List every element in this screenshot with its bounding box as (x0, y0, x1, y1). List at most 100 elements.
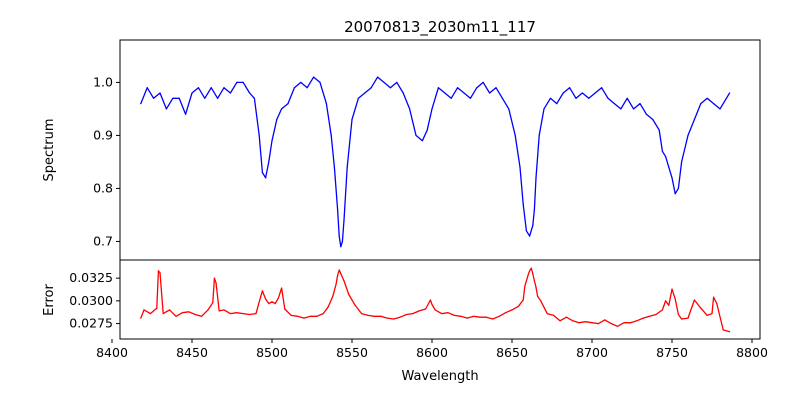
error-data-point (175, 315, 177, 317)
error-data-point (706, 314, 708, 316)
spectrum-data-point (431, 108, 433, 110)
spectrum-data-point (140, 103, 142, 105)
error-data-point (194, 313, 196, 316)
error-data-point (713, 296, 715, 298)
error-data-point (274, 303, 276, 305)
error-data-point (597, 323, 600, 325)
spectrum-y-tick-label: 0.9 (93, 127, 113, 142)
error-data-point (188, 311, 190, 313)
error-data-point (617, 325, 619, 327)
error-data-point (236, 312, 238, 314)
error-data-point (529, 270, 531, 272)
spectrum-data-point (217, 97, 219, 99)
spectrum-data-point (338, 235, 340, 237)
error-data-point (537, 295, 539, 297)
spectrum-data-point (529, 235, 531, 237)
spectrum-data-point (178, 97, 180, 99)
spectrum-data-point (313, 76, 315, 78)
error-data-point (661, 309, 664, 311)
spectrum-data-point (210, 87, 212, 89)
spectrum-data-point (333, 166, 335, 168)
spectrum-data-point (575, 97, 577, 99)
error-y-label: Error (42, 284, 57, 316)
error-data-point (399, 316, 401, 318)
spectrum-data-point (535, 177, 537, 179)
spectrum-data-point (581, 92, 584, 94)
spectrum-data-point (242, 81, 244, 83)
spectrum-data-point (159, 92, 161, 94)
error-data-point (540, 300, 542, 302)
spectrum-data-point (253, 97, 255, 99)
spectrum-data-point (204, 97, 206, 99)
error-data-point (559, 320, 561, 322)
error-data-point (485, 316, 487, 318)
error-data-point (218, 310, 220, 312)
error-data-point (729, 331, 731, 333)
spectrum-data-point (426, 129, 428, 131)
spectrum-data-point (489, 92, 491, 94)
spectrum-data-point (306, 87, 308, 89)
error-data-point (447, 312, 449, 314)
error-data-point (157, 270, 159, 272)
error-data-point (535, 286, 537, 288)
spectrum-data-point (588, 97, 590, 99)
error-data-point (337, 274, 339, 276)
spectrum-data-point (538, 134, 540, 136)
spectrum-data-point (444, 92, 446, 94)
spectrum-data-point (325, 103, 327, 105)
spectrum-data-point (476, 87, 478, 89)
error-data-point (716, 303, 718, 305)
error-data-point (309, 315, 311, 317)
error-data-point (354, 304, 356, 306)
spectrum-data-point (681, 161, 683, 163)
spectrum-data-point (693, 118, 696, 121)
spectrum-data-point (191, 92, 193, 94)
error-data-point (522, 299, 524, 301)
spectrum-data-point (674, 193, 676, 195)
spectrum-data-point (340, 246, 342, 248)
spectrum-data-point (549, 97, 552, 99)
error-data-point (212, 302, 214, 304)
spectrum-data-point (482, 81, 484, 83)
spectrum-data-point (337, 209, 339, 211)
error-data-point (242, 313, 244, 315)
error-data-point (393, 318, 395, 320)
spectrum-data-point (402, 92, 404, 94)
spectrum-data-point (268, 161, 270, 163)
x-tick-label: 8750 (656, 345, 688, 360)
spectrum-data-point (258, 134, 260, 136)
spectrum-data-point (562, 92, 564, 94)
x-tick-label: 8450 (176, 345, 208, 360)
error-data-point (348, 293, 350, 296)
error-data-point (498, 315, 500, 317)
error-data-point (425, 308, 427, 310)
error-y-tick-label: 0.0300 (69, 293, 113, 308)
error-panel-frame (119, 259, 761, 340)
error-y-tick-label: 0.0325 (69, 270, 113, 285)
error-data-point (546, 313, 548, 315)
x-tick-label: 8400 (96, 345, 128, 360)
error-data-point (332, 295, 334, 297)
error-data-point (159, 272, 161, 274)
spectrum-data-point (525, 230, 528, 232)
error-data-point (492, 318, 494, 320)
spectrum-data-point (522, 203, 524, 205)
spectrum-data-point (677, 187, 680, 189)
error-data-point (367, 314, 369, 316)
error-data-point (604, 319, 606, 321)
error-data-point (405, 313, 407, 316)
error-data-point (268, 303, 270, 305)
error-data-point (674, 298, 676, 300)
error-data-point (524, 285, 526, 287)
spectrum-data-point (658, 129, 660, 131)
spectrum-data-point (300, 81, 302, 83)
error-data-point (693, 299, 696, 301)
spectrum-data-point (519, 166, 521, 168)
error-data-point (511, 309, 513, 311)
spectrum-data-point (706, 97, 708, 99)
error-data-point (316, 315, 318, 317)
spectrum-data-point (450, 97, 452, 99)
spectrum-data-point (364, 92, 366, 94)
error-data-point (623, 322, 625, 324)
spectrum-data-point (197, 87, 199, 89)
